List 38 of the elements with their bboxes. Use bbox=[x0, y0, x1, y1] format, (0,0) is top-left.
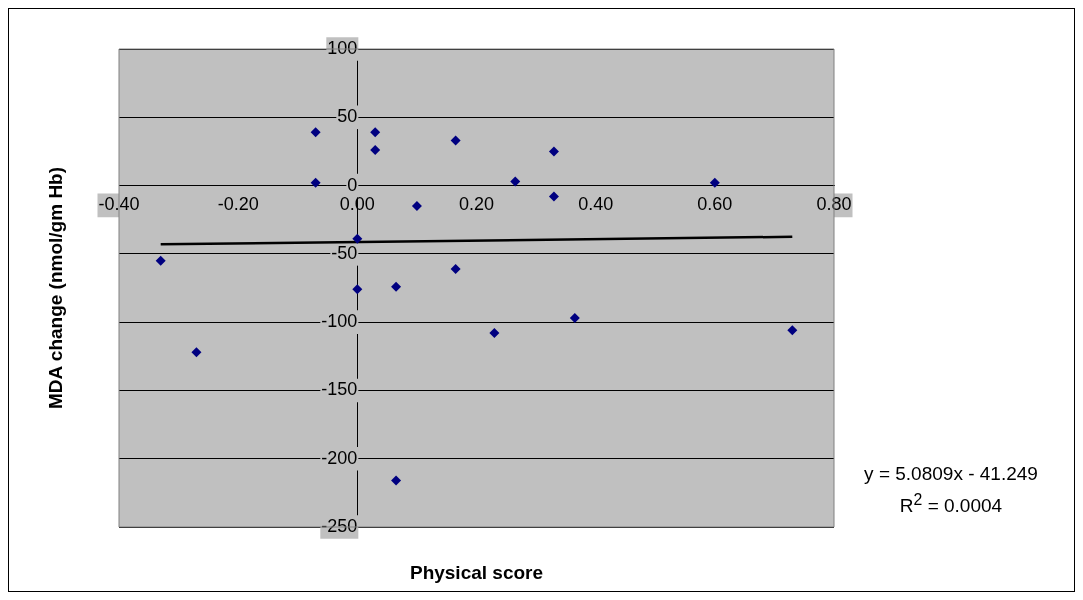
x-axis-title: Physical score bbox=[409, 562, 544, 584]
point bbox=[352, 284, 363, 295]
y-tick-label: 50 bbox=[337, 106, 358, 127]
x-tick-label: -0.40 bbox=[98, 194, 140, 215]
point bbox=[155, 255, 166, 266]
text: y = 5.0809x - 41.249 bbox=[863, 462, 1039, 486]
point bbox=[787, 325, 798, 336]
point bbox=[548, 146, 559, 157]
point bbox=[510, 176, 521, 187]
point bbox=[450, 135, 461, 146]
x-tick-label: 0.40 bbox=[578, 194, 614, 215]
x-tick-label: 0.60 bbox=[697, 194, 733, 215]
y-tick-label: 100 bbox=[327, 37, 358, 58]
point bbox=[352, 233, 363, 244]
point bbox=[391, 281, 402, 292]
point bbox=[370, 145, 381, 156]
point bbox=[450, 263, 461, 274]
text: R$^{2}$ = 0.0004 bbox=[898, 490, 1004, 519]
point bbox=[310, 177, 321, 188]
x-tick-label: 0.80 bbox=[816, 194, 852, 215]
y-tick-label: 0 bbox=[347, 174, 358, 195]
point bbox=[370, 127, 381, 138]
point bbox=[191, 347, 202, 358]
y-tick-label: -100 bbox=[321, 311, 358, 332]
point bbox=[391, 475, 402, 486]
point bbox=[489, 328, 500, 339]
point bbox=[411, 201, 422, 212]
x-tick-label: 0.20 bbox=[458, 194, 495, 215]
y-tick-label: -50 bbox=[331, 242, 358, 263]
y-axis-title: MDA change (nmol/gm Hb) bbox=[45, 166, 67, 410]
point bbox=[310, 127, 321, 138]
point bbox=[548, 191, 559, 202]
y-tick-label: -150 bbox=[321, 379, 358, 400]
y-tick-label: -250 bbox=[321, 515, 358, 536]
point bbox=[709, 177, 720, 188]
point bbox=[569, 313, 580, 324]
y-tick-label: -200 bbox=[321, 447, 358, 468]
x-tick-label: -0.20 bbox=[217, 194, 259, 215]
